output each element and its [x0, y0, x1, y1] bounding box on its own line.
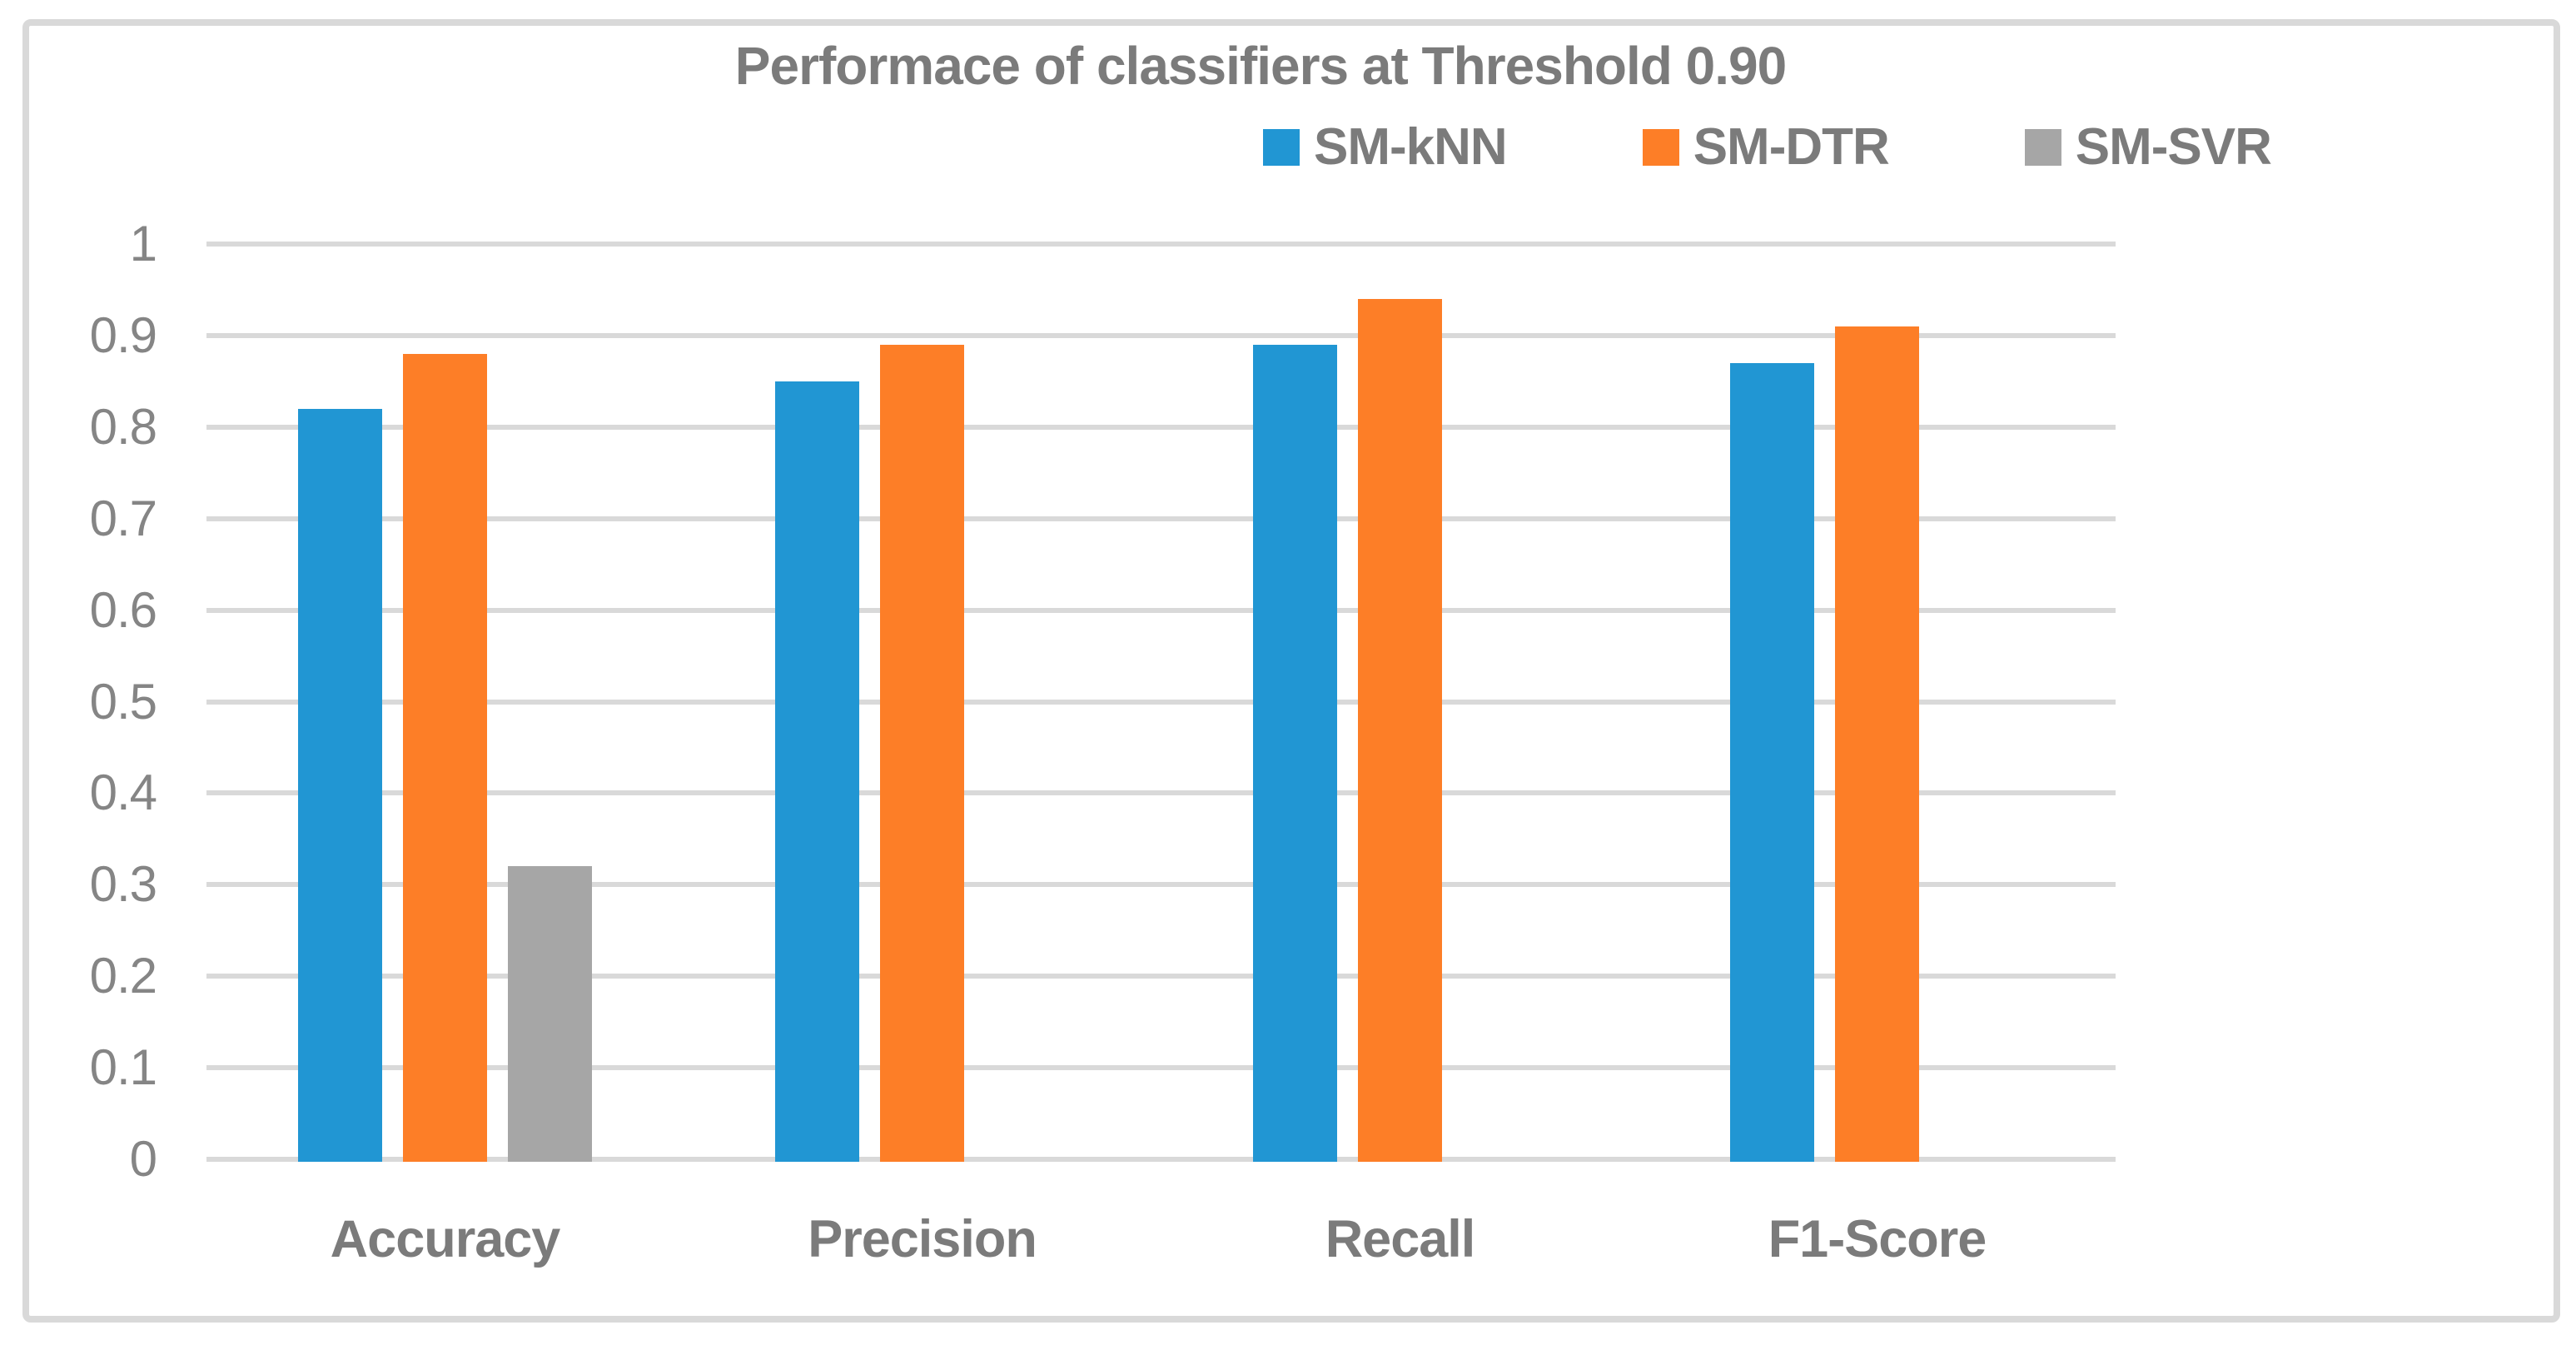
- y-axis-tick-label: 0.8: [89, 398, 157, 455]
- y-axis-tick-label: 1: [129, 216, 157, 271]
- legend-swatch-sm-knn: [1263, 129, 1300, 166]
- bar-sm-dtr-precision: [880, 345, 964, 1162]
- y-axis-tick-label: 0: [129, 1131, 157, 1187]
- x-axis-category-label: Precision: [808, 1210, 1037, 1268]
- gridline-y-1: [206, 242, 2116, 247]
- bar-sm-dtr-recall: [1358, 299, 1442, 1162]
- bar-sm-dtr-accuracy: [403, 354, 487, 1162]
- gridline-y-0.4: [206, 790, 2116, 796]
- chart-title: Performace of classifiers at Threshold 0…: [734, 36, 1787, 96]
- legend-item-sm-svr: SM-SVR: [2024, 118, 2272, 176]
- legend: SM-kNN SM-DTR SM-SVR: [1263, 118, 2272, 176]
- bar-sm-knn-precision: [775, 381, 859, 1162]
- gridline-y-0.9: [206, 332, 2116, 338]
- bar-sm-knn-f1-score: [1730, 363, 1814, 1162]
- gridline-y-0: [206, 1157, 2116, 1162]
- bar-sm-knn-recall: [1253, 345, 1337, 1162]
- bar-sm-svr-accuracy: [508, 866, 592, 1162]
- gridline-y-0.8: [206, 424, 2116, 430]
- bar-sm-dtr-f1-score: [1835, 326, 1919, 1162]
- legend-item-sm-knn: SM-kNN: [1263, 118, 1508, 176]
- y-axis-tick-label: 0.3: [89, 856, 157, 913]
- y-axis-tick-label: 0.2: [89, 948, 157, 1004]
- y-axis-tick-label: 0.9: [89, 306, 157, 363]
- gridline-y-0.5: [206, 699, 2116, 705]
- gridline-y-0.3: [206, 882, 2116, 888]
- x-axis-category-label: Accuracy: [330, 1210, 561, 1268]
- bar-sm-knn-accuracy: [298, 409, 382, 1162]
- x-axis-category-label: Recall: [1325, 1210, 1476, 1268]
- x-axis-category-label: F1-Score: [1768, 1210, 1987, 1268]
- legend-label-sm-dtr: SM-DTR: [1693, 118, 1890, 176]
- legend-item-sm-dtr: SM-DTR: [1642, 118, 1890, 176]
- gridline-y-0.2: [206, 974, 2116, 979]
- y-axis-tick-label: 0.7: [89, 490, 157, 546]
- gridline-y-0.1: [206, 1065, 2116, 1071]
- gridline-y-0.6: [206, 607, 2116, 613]
- legend-swatch-sm-dtr: [1642, 129, 1679, 166]
- legend-swatch-sm-svr: [2024, 129, 2061, 166]
- legend-label-sm-knn: SM-kNN: [1314, 118, 1508, 176]
- y-axis-tick-label: 0.4: [89, 765, 157, 821]
- gridline-y-0.7: [206, 516, 2116, 521]
- y-axis-tick-label: 0.6: [89, 581, 157, 638]
- y-axis-tick-label: 0.1: [89, 1039, 157, 1096]
- y-axis-tick-label: 0.5: [89, 673, 157, 730]
- legend-label-sm-svr: SM-SVR: [2075, 118, 2272, 176]
